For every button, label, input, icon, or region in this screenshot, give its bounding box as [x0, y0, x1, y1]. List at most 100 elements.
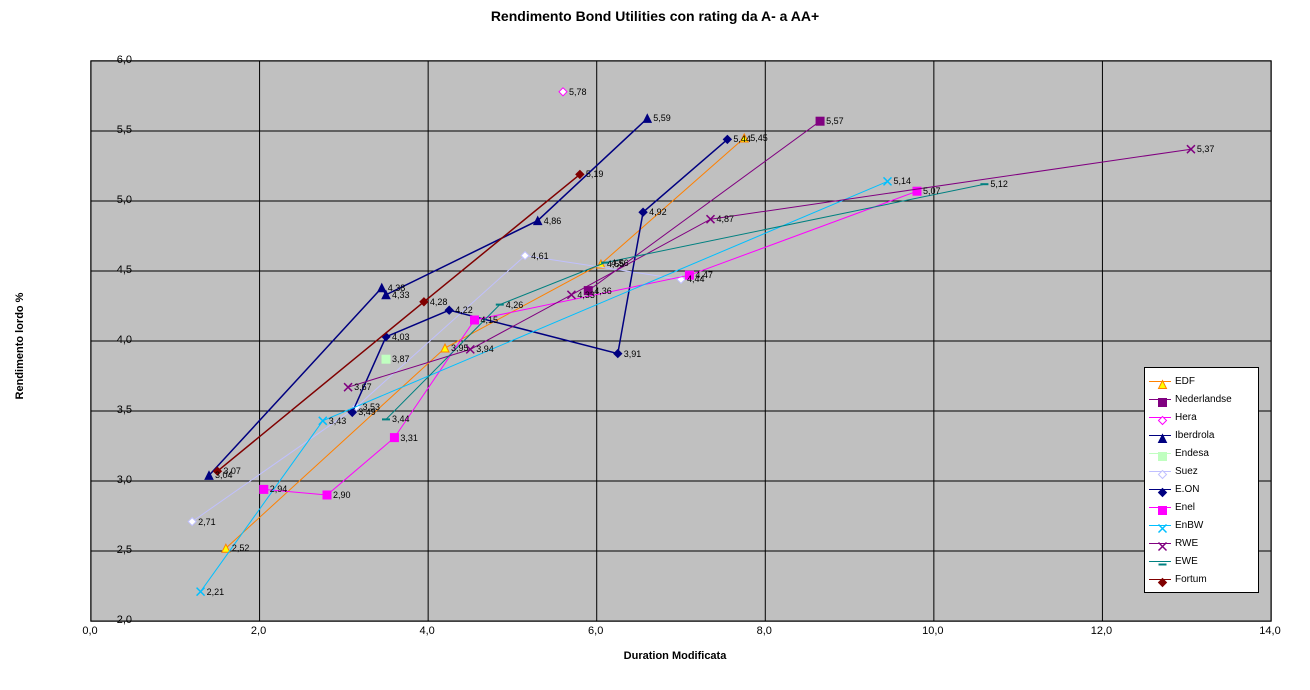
legend-label: Fortum	[1175, 574, 1254, 585]
point-label: 4,28	[430, 297, 448, 307]
point-label: 5,14	[894, 176, 912, 186]
legend-line	[1149, 471, 1171, 472]
x-tick-label: 0,0	[70, 625, 110, 637]
legend-item: Iberdrola	[1149, 426, 1254, 444]
y-tick-label: 2,5	[92, 544, 132, 556]
legend-item: EnBW	[1149, 516, 1254, 534]
x-tick-label: 12,0	[1081, 625, 1121, 637]
legend-line	[1149, 399, 1171, 400]
legend: EDF Nederlandse Hera Iberdrola Endesa Suez E.O…	[1144, 367, 1259, 593]
point-label: 4,61	[531, 251, 549, 261]
y-tick-label: 5,5	[92, 124, 132, 136]
plot-area: 2,523,954,555,454,365,575,783,044,384,33…	[90, 60, 1272, 622]
point-label: 4,03	[392, 332, 410, 342]
point-label: 3,67	[354, 382, 372, 392]
point-label: 2,94	[270, 484, 288, 494]
x-tick-label: 14,0	[1250, 625, 1290, 637]
legend-label: Hera	[1175, 412, 1254, 423]
point-label: 3,31	[400, 433, 418, 443]
y-tick-label: 3,5	[92, 404, 132, 416]
legend-label: Suez	[1175, 466, 1254, 477]
legend-item: Fortum	[1149, 570, 1254, 588]
legend-line	[1149, 381, 1171, 382]
series-svg	[91, 61, 1271, 621]
legend-marker	[1157, 558, 1164, 565]
legend-marker	[1157, 504, 1164, 511]
legend-item: EDF	[1149, 372, 1254, 390]
chart-title: Rendimento Bond Utilities con rating da …	[0, 8, 1310, 24]
point-label: 3,07	[223, 466, 241, 476]
y-tick-label: 6,0	[92, 54, 132, 66]
legend-item: Enel	[1149, 498, 1254, 516]
point-label: 4,33	[392, 290, 410, 300]
point-label: 4,22	[455, 305, 473, 315]
legend-label: EnBW	[1175, 520, 1254, 531]
point-label: 4,87	[717, 214, 735, 224]
y-tick-label: 3,0	[92, 474, 132, 486]
legend-line	[1149, 489, 1171, 490]
legend-item: Suez	[1149, 462, 1254, 480]
x-axis-title: Duration Modificata	[624, 650, 727, 662]
point-label: 4,33	[577, 290, 595, 300]
legend-line	[1149, 561, 1171, 562]
point-label: 4,56	[611, 258, 629, 268]
legend-label: EDF	[1175, 376, 1254, 387]
legend-marker	[1157, 414, 1164, 421]
legend-marker	[1157, 450, 1164, 457]
legend-marker	[1157, 468, 1164, 475]
legend-label: RWE	[1175, 538, 1254, 549]
legend-item: Nederlandse	[1149, 390, 1254, 408]
point-label: 2,52	[232, 543, 250, 553]
point-label: 3,91	[624, 349, 642, 359]
y-axis-title: Rendimento lordo %	[14, 293, 26, 400]
point-label: 5,59	[653, 113, 671, 123]
legend-label: EWE	[1175, 556, 1254, 567]
point-label: 2,90	[333, 490, 351, 500]
legend-label: Endesa	[1175, 448, 1254, 459]
legend-item: Endesa	[1149, 444, 1254, 462]
y-tick-label: 4,5	[92, 264, 132, 276]
point-label: 5,12	[990, 179, 1008, 189]
legend-marker	[1157, 378, 1164, 385]
legend-line	[1149, 453, 1171, 454]
point-label: 3,43	[329, 416, 347, 426]
legend-marker	[1157, 576, 1164, 583]
grid	[91, 61, 1271, 621]
y-tick-label: 4,0	[92, 334, 132, 346]
point-label: 3,94	[476, 344, 494, 354]
legend-marker	[1157, 540, 1164, 547]
legend-label: Iberdrola	[1175, 430, 1254, 441]
y-tick-label: 5,0	[92, 194, 132, 206]
legend-line	[1149, 525, 1171, 526]
point-label: 5,45	[750, 133, 768, 143]
legend-line	[1149, 435, 1171, 436]
point-label: 3,95	[451, 343, 469, 353]
legend-marker	[1157, 522, 1164, 529]
point-label: 4,26	[506, 300, 524, 310]
point-label: 4,47	[695, 270, 713, 280]
x-tick-label: 2,0	[239, 625, 279, 637]
legend-marker	[1157, 396, 1164, 403]
point-label: 4,36	[594, 286, 612, 296]
legend-label: E.ON	[1175, 484, 1254, 495]
x-tick-label: 6,0	[576, 625, 616, 637]
legend-line	[1149, 417, 1171, 418]
x-tick-label: 4,0	[407, 625, 447, 637]
point-label: 3,44	[392, 414, 410, 424]
legend-line	[1149, 543, 1171, 544]
point-label: 5,19	[586, 169, 604, 179]
x-tick-label: 10,0	[913, 625, 953, 637]
point-label: 5,44	[733, 134, 751, 144]
point-label: 4,15	[481, 315, 499, 325]
point-label: 5,57	[826, 116, 844, 126]
point-label: 4,92	[649, 207, 667, 217]
legend-label: Enel	[1175, 502, 1254, 513]
chart-container: Rendimento lordo % Duration Modificata 2…	[60, 40, 1290, 650]
legend-label: Nederlandse	[1175, 394, 1254, 405]
point-label: 4,86	[544, 216, 562, 226]
point-label: 5,07	[923, 186, 941, 196]
legend-item: EWE	[1149, 552, 1254, 570]
legend-item: E.ON	[1149, 480, 1254, 498]
legend-line	[1149, 579, 1171, 580]
legend-marker	[1157, 486, 1164, 493]
